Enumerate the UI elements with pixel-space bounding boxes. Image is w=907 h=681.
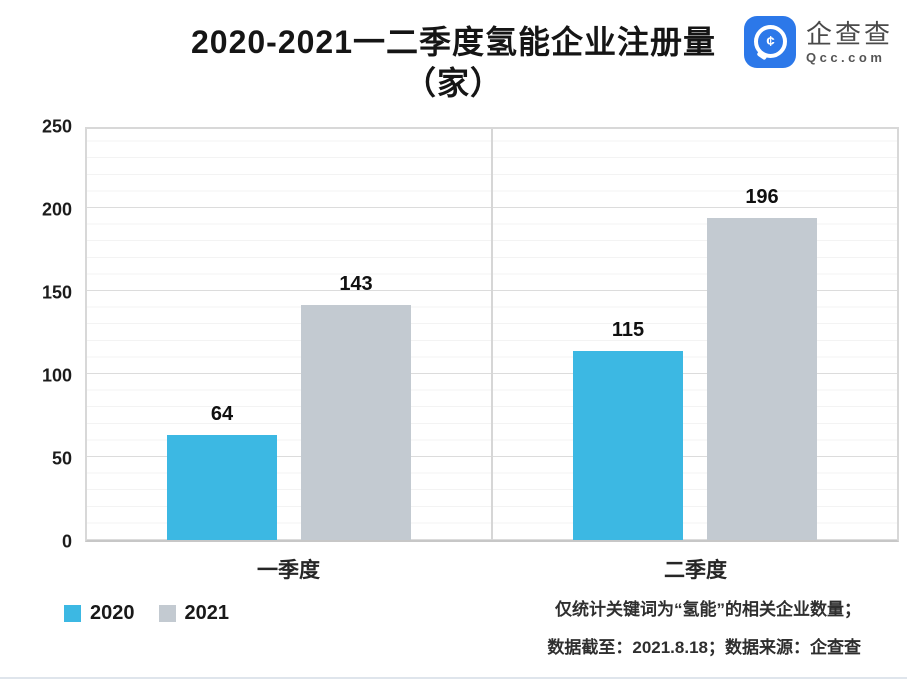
data-source-notes: 仅统计关键词为“氢能”的相关企业数量； 数据截至：2021.8.18；数据来源：… <box>547 591 861 667</box>
legend-label-2021: 2021 <box>184 602 230 624</box>
chart-title-line2: （家） <box>403 65 503 101</box>
qcc-logo-name: 企查查 <box>805 19 893 49</box>
bar-q1-2020 <box>167 434 277 540</box>
bar-group-q2-2021: 196 <box>707 129 817 540</box>
legend-item-2020: 2020 <box>64 602 135 625</box>
y-tick-200: 200 <box>41 199 72 220</box>
y-axis: 0 50 100 150 200 250 <box>0 117 72 552</box>
legend-swatch-2020 <box>64 605 81 622</box>
bar-value-label: 143 <box>339 272 373 295</box>
bar-q2-2021 <box>707 217 817 540</box>
legend-swatch-2021 <box>158 605 176 622</box>
bar-value-label: 115 <box>611 318 645 341</box>
bar-group-q1-2020: 64 <box>167 129 277 540</box>
plot-area: 64 143 115 196 <box>85 127 899 542</box>
bar-q1-2021 <box>301 304 411 540</box>
y-tick-150: 150 <box>41 282 72 303</box>
qcc-logo-domain: Qcc.com <box>805 50 886 65</box>
y-tick-250: 250 <box>41 116 72 137</box>
bar-value-label: 196 <box>745 185 779 208</box>
x-label-q2: 二季度 <box>664 559 727 582</box>
qcc-magnifier-icon: ¢ <box>743 16 796 68</box>
legend: 2020 2021 <box>64 602 229 625</box>
note-keyword: 仅统计关键词为“氢能”的相关企业数量； <box>555 600 861 619</box>
bar-q2-2020 <box>573 350 683 540</box>
y-tick-50: 50 <box>51 448 72 469</box>
x-label-q1: 一季度 <box>257 559 320 582</box>
bar-value-label: 64 <box>210 402 234 425</box>
legend-label-2020: 2020 <box>90 602 135 624</box>
bar-group-q1-2021: 143 <box>301 129 411 540</box>
qcc-logo-text: 企查查 Qcc.com <box>806 19 893 65</box>
y-tick-100: 100 <box>41 365 72 386</box>
chart-title-line1: 2020-2021一二季度氢能企业注册量 <box>190 24 717 60</box>
legend-item-2021: 2021 <box>158 602 230 625</box>
category-divider-line <box>491 129 493 540</box>
bar-group-q2-2020: 115 <box>573 129 683 540</box>
y-tick-0: 0 <box>61 531 72 552</box>
chart-title: 2020-2021一二季度氢能企业注册量 （家） <box>0 22 907 104</box>
qcc-magnifier-ring: ¢ <box>753 25 787 58</box>
qcc-logo: ¢ 企查查 Qcc.com <box>743 16 893 68</box>
bottom-divider <box>0 677 907 679</box>
note-source: 数据截至：2021.8.18；数据来源：企查查 <box>547 638 861 657</box>
